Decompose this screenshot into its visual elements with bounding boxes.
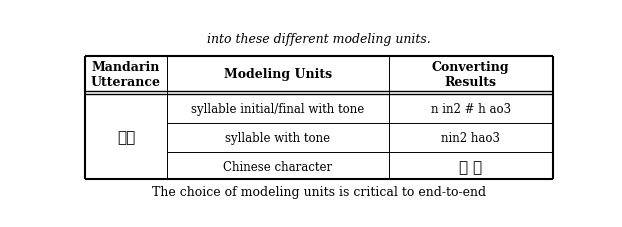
Text: Converting
Results: Converting Results xyxy=(432,60,509,88)
Text: into these different modeling units.: into these different modeling units. xyxy=(207,32,430,45)
Text: The choice of modeling units is critical to end-to-end: The choice of modeling units is critical… xyxy=(152,186,486,199)
Text: syllable with tone: syllable with tone xyxy=(225,131,330,144)
Text: 您 好: 您 好 xyxy=(459,160,482,175)
Text: Modeling Units: Modeling Units xyxy=(224,68,332,81)
Text: Chinese character: Chinese character xyxy=(223,160,332,173)
Text: nin2 hao3: nin2 hao3 xyxy=(441,131,500,144)
Text: 您好: 您好 xyxy=(117,129,135,144)
Text: n in2 # h ao3: n in2 # h ao3 xyxy=(430,102,511,115)
Text: syllable initial/final with tone: syllable initial/final with tone xyxy=(191,102,364,115)
Text: Mandarin
Utterance: Mandarin Utterance xyxy=(91,60,161,88)
